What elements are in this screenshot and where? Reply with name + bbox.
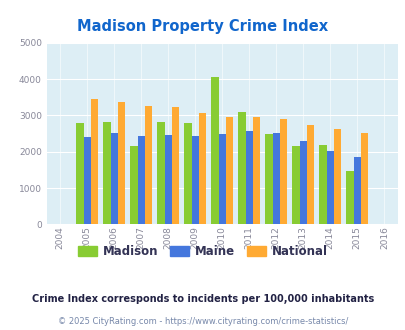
Bar — [137, 136, 145, 224]
Bar — [319, 145, 326, 224]
Bar — [198, 113, 206, 224]
Bar — [184, 123, 191, 224]
Bar — [333, 129, 341, 224]
Bar — [110, 133, 117, 224]
Bar — [225, 116, 232, 224]
Bar — [117, 102, 125, 224]
Bar — [272, 133, 279, 224]
Bar — [218, 134, 225, 224]
Bar — [292, 146, 299, 224]
Bar — [145, 106, 152, 224]
Bar — [265, 134, 272, 224]
Bar — [279, 119, 287, 224]
Legend: Madison, Maine, National: Madison, Maine, National — [73, 241, 332, 263]
Bar — [326, 151, 333, 224]
Bar — [76, 123, 83, 224]
Bar — [103, 122, 110, 224]
Bar — [245, 131, 252, 224]
Bar — [191, 136, 198, 224]
Bar — [345, 171, 353, 224]
Text: Crime Index corresponds to incidents per 100,000 inhabitants: Crime Index corresponds to incidents per… — [32, 294, 373, 304]
Text: Madison Property Crime Index: Madison Property Crime Index — [77, 19, 328, 34]
Bar — [211, 77, 218, 224]
Bar — [157, 122, 164, 224]
Bar — [83, 137, 91, 224]
Bar — [164, 135, 171, 224]
Bar — [299, 141, 306, 224]
Bar — [130, 146, 137, 224]
Bar — [171, 107, 179, 224]
Bar — [252, 117, 260, 224]
Bar — [353, 156, 360, 224]
Bar — [238, 112, 245, 224]
Bar — [306, 125, 313, 224]
Bar — [360, 133, 367, 224]
Text: © 2025 CityRating.com - https://www.cityrating.com/crime-statistics/: © 2025 CityRating.com - https://www.city… — [58, 317, 347, 326]
Bar — [91, 99, 98, 224]
